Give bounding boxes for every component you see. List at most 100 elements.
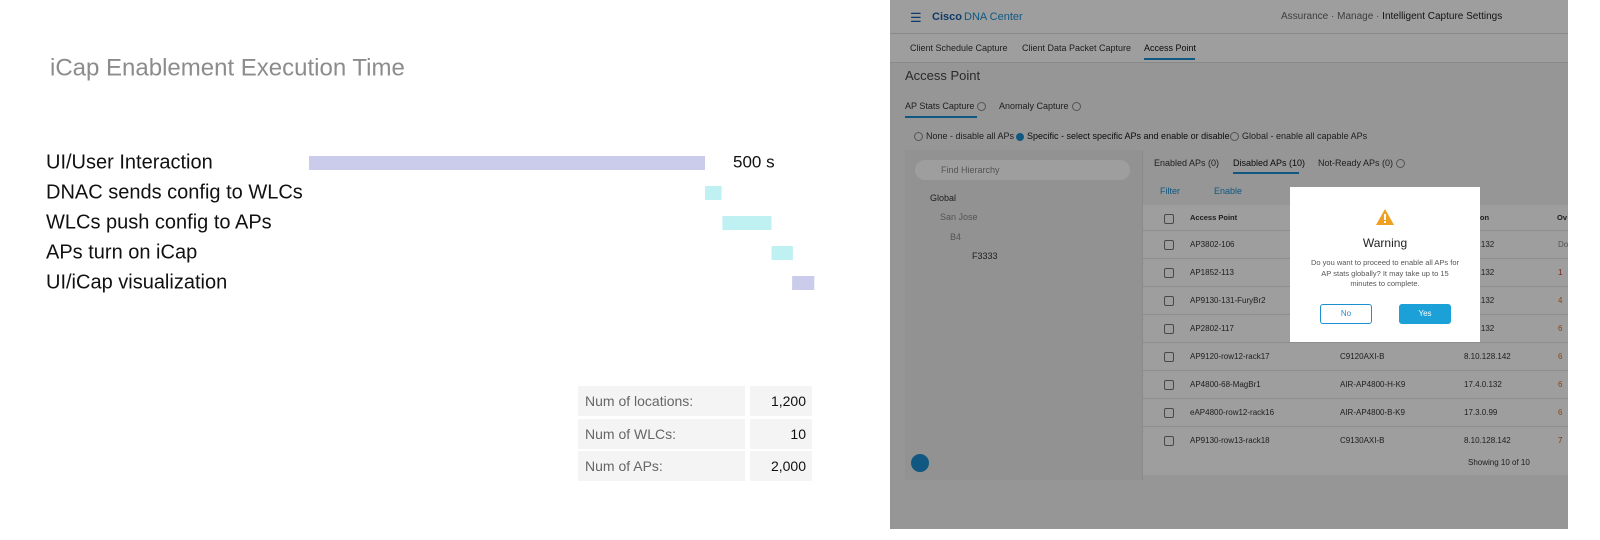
- ap-status: 6: [1558, 408, 1563, 417]
- modal-title: Warning: [1362, 236, 1408, 250]
- screenshot: ☰ Cisco DNA Center Assurance · Manage · …: [890, 0, 1568, 529]
- ap-version: 17.3.0.99: [1464, 408, 1498, 417]
- task-label: APs turn on iCap: [46, 241, 197, 263]
- task-label: DNAC sends config to WLCs: [46, 181, 303, 203]
- warning-icon: [1376, 209, 1394, 225]
- subtab-label: AP Stats Capture: [905, 101, 975, 111]
- ap-name[interactable]: AP9130-row13-rack18: [1190, 436, 1270, 445]
- page-title: Access Point: [905, 68, 981, 83]
- radio-circle: [1230, 132, 1239, 142]
- tree-node[interactable]: B4: [950, 232, 962, 242]
- ap-status: 7: [1558, 436, 1563, 445]
- radio[interactable]: Global - enable all capable APs: [1230, 131, 1368, 142]
- row-line: [1143, 370, 1568, 371]
- breadcrumb: Assurance · Manage · Intelligent Capture…: [1281, 11, 1502, 22]
- ap-tab-active[interactable]: Disabled APs (10): [1233, 158, 1306, 168]
- ap-status: Do: [1558, 240, 1568, 249]
- row-checkbox[interactable]: [1164, 240, 1174, 250]
- ap-name[interactable]: AP1852-113: [1190, 268, 1234, 277]
- search-box[interactable]: [915, 160, 1130, 180]
- task-bar: [771, 246, 793, 260]
- enable-button[interactable]: Enable: [1214, 186, 1243, 196]
- ap-version: .0.132: [1472, 296, 1495, 305]
- modal: Warning Do you want to proceed to enable…: [1290, 187, 1480, 342]
- ap-status: 6: [1558, 352, 1563, 361]
- tab[interactable]: Client Schedule Capture: [910, 43, 1008, 53]
- ap-model: C9120AXI-B: [1340, 352, 1385, 361]
- task-bar: [705, 186, 722, 200]
- tab-active[interactable]: Access Point: [1144, 43, 1197, 53]
- subtab-active[interactable]: AP Stats Capture: [905, 101, 987, 112]
- ap-model: AIR-AP4800-B-K9: [1340, 408, 1405, 417]
- subtab[interactable]: Anomaly Capture: [999, 101, 1081, 112]
- radio-label: None - disable all APs: [926, 131, 1015, 141]
- ap-version: 8.10.128.142: [1464, 352, 1511, 361]
- row-checkbox[interactable]: [1164, 268, 1174, 278]
- row-line: [1143, 398, 1568, 399]
- task-bar: [792, 276, 815, 290]
- stat-label: Num of locations:: [578, 386, 745, 416]
- table-footer: Showing 10 of 10: [1468, 458, 1530, 467]
- scroll-button[interactable]: [911, 454, 929, 472]
- radio-label: Global - enable all capable APs: [1242, 131, 1368, 141]
- ap-name[interactable]: AP9130-131-FuryBr2: [1190, 296, 1266, 305]
- search-placeholder: Find Hierarchy: [941, 165, 1000, 175]
- ap-tab[interactable]: Not-Ready APs (0): [1318, 158, 1406, 169]
- ap-tab-label: Not-Ready APs (0): [1318, 158, 1394, 168]
- ap-name[interactable]: eAP4800-row12-rack16: [1190, 408, 1275, 417]
- radio-selected[interactable]: Specific - select specific APs and enabl…: [1016, 131, 1230, 141]
- row-checkbox[interactable]: [1164, 352, 1174, 362]
- stat-label: Num of WLCs:: [578, 418, 745, 449]
- ap-version: 17.4.0.132: [1464, 380, 1502, 389]
- column-header: Ov: [1557, 213, 1568, 222]
- row-checkbox[interactable]: [1164, 296, 1174, 306]
- ap-status: 6: [1558, 324, 1563, 333]
- modal-message: Do you want to proceed to enable all APs…: [1310, 258, 1459, 288]
- tree-node[interactable]: San Jose: [940, 212, 978, 222]
- subtab-label: Anomaly Capture: [999, 101, 1069, 111]
- stat-value: 2,000: [750, 451, 812, 481]
- task-label: UI/iCap visualization: [46, 271, 227, 293]
- tree-node[interactable]: Global: [930, 193, 957, 203]
- row-checkbox[interactable]: [1164, 324, 1174, 334]
- hierarchy-panel: [905, 150, 1143, 480]
- tab-bar: [890, 34, 1568, 63]
- info-icon: [1396, 159, 1406, 169]
- task-label: WLCs push config to APs: [46, 211, 272, 233]
- breadcrumb-current: Intelligent Capture Settings: [1382, 11, 1503, 22]
- value-label: 500 s: [733, 152, 775, 171]
- tab-underline: [1144, 58, 1195, 60]
- slide: iCap Enablement Execution Time UI/User I…: [46, 54, 815, 293]
- row-checkbox[interactable]: [1164, 408, 1174, 418]
- ap-name[interactable]: AP3802-106: [1190, 240, 1235, 249]
- row-checkbox[interactable]: [1164, 380, 1174, 390]
- ap-name[interactable]: AP2802-117: [1190, 324, 1234, 333]
- header-checkbox[interactable]: [1164, 214, 1174, 224]
- tab[interactable]: Client Data Packet Capture: [1022, 43, 1132, 53]
- filter-button[interactable]: Filter: [1160, 186, 1180, 196]
- task-label: UI/User Interaction: [46, 151, 213, 173]
- menu-icon[interactable]: ☰: [910, 10, 922, 25]
- stat-label: Num of APs:: [578, 451, 745, 481]
- radio-circle: [914, 132, 923, 142]
- no-button[interactable]: No: [1320, 304, 1372, 324]
- ap-status: 1: [1558, 268, 1563, 277]
- tree-node[interactable]: F3333: [972, 251, 998, 261]
- ap-name[interactable]: AP4800-68-MagBr1: [1190, 380, 1261, 389]
- radio[interactable]: None - disable all APs: [914, 131, 1015, 142]
- row-checkbox[interactable]: [1164, 436, 1174, 446]
- ap-status: 4: [1558, 296, 1563, 305]
- ap-name[interactable]: AP9120-row12-rack17: [1190, 352, 1270, 361]
- subtab-underline: [905, 116, 977, 118]
- ap-tab-underline: [1233, 172, 1299, 174]
- stat-value: 1,200: [750, 386, 812, 416]
- ap-model: C9130AXI-B: [1340, 436, 1385, 445]
- task-bar: [722, 216, 772, 230]
- breadcrumb-path: Assurance · Manage ·: [1281, 11, 1380, 22]
- ap-status: 6: [1558, 380, 1563, 389]
- top-bar: [890, 0, 1568, 34]
- yes-button[interactable]: Yes: [1399, 304, 1451, 324]
- ap-version: .0.132: [1472, 268, 1495, 277]
- ap-tab[interactable]: Enabled APs (0): [1154, 158, 1220, 168]
